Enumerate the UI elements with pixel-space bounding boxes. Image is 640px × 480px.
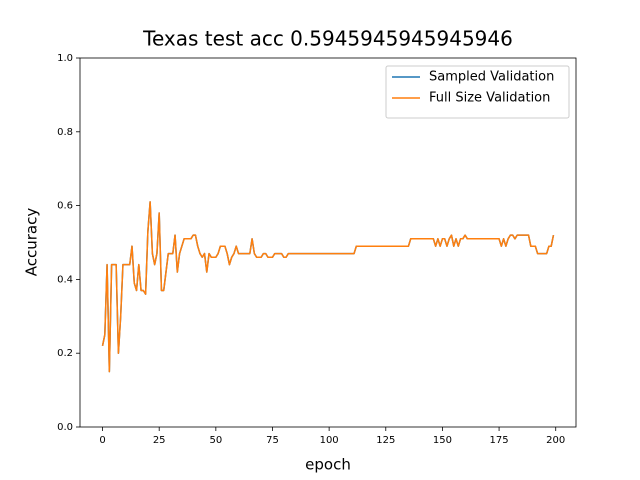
x-tick-label: 50 bbox=[209, 435, 222, 446]
y-tick-label: 0.2 bbox=[57, 348, 73, 359]
x-tick-label: 150 bbox=[433, 435, 452, 446]
plot-frame bbox=[79, 57, 577, 428]
x-tick-label: 125 bbox=[376, 435, 395, 446]
x-tick-label: 75 bbox=[266, 435, 279, 446]
y-tick-label: 1.0 bbox=[57, 53, 73, 64]
x-tick-label: 200 bbox=[546, 435, 565, 446]
legend-box bbox=[385, 65, 570, 119]
x-axis-label: epoch bbox=[305, 456, 351, 474]
y-tick-label: 0.0 bbox=[57, 422, 73, 433]
y-axis-label: Accuracy bbox=[23, 208, 41, 277]
legend-label: Full Size Validation bbox=[429, 91, 550, 106]
y-tick-label: 0.8 bbox=[57, 127, 73, 138]
series-line bbox=[101, 201, 555, 373]
series-line bbox=[101, 201, 555, 373]
x-tick-label: 100 bbox=[320, 435, 339, 446]
x-tick-label: 175 bbox=[490, 435, 509, 446]
y-tick-label: 0.4 bbox=[57, 274, 73, 285]
y-tick-label: 0.6 bbox=[57, 201, 73, 212]
chart-title: Texas test acc 0.5945945945945946 bbox=[142, 27, 513, 51]
legend-label: Sampled Validation bbox=[429, 70, 554, 85]
x-tick-label: 0 bbox=[99, 435, 105, 446]
x-tick-label: 25 bbox=[153, 435, 166, 446]
